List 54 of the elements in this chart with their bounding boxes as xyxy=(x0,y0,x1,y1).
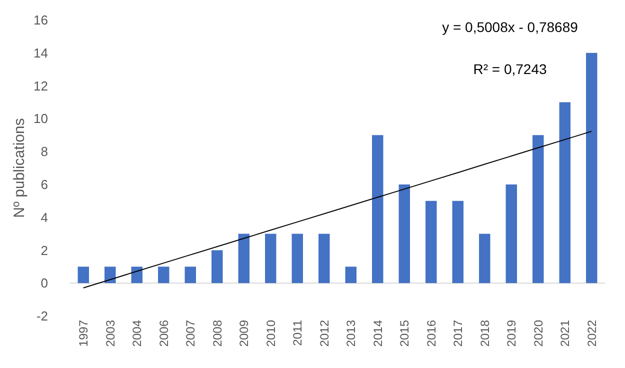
y-tick-label: -2 xyxy=(36,308,48,324)
bar xyxy=(104,266,116,284)
bar xyxy=(78,266,89,284)
x-tick-label: 2011 xyxy=(290,320,305,346)
annotation: y = 0,5008x - 0,78689 xyxy=(442,19,578,35)
y-axis-title: Nº publications xyxy=(11,118,28,218)
bar xyxy=(479,234,490,284)
bar xyxy=(426,200,437,284)
bar xyxy=(586,52,598,284)
x-tick-label: 2017 xyxy=(451,320,466,347)
x-tick-label: 2004 xyxy=(130,320,144,347)
y-tick-label: 2 xyxy=(40,242,48,258)
bar xyxy=(345,266,356,284)
x-tick-label: 2010 xyxy=(264,320,278,347)
bar xyxy=(452,200,464,284)
bar xyxy=(398,184,410,284)
x-tick-label: 2012 xyxy=(317,320,332,347)
bar xyxy=(372,135,384,284)
line-series xyxy=(82,130,592,288)
x-tick-label: 2021 xyxy=(558,320,572,347)
x-tick-label: 2019 xyxy=(504,320,519,347)
x-tick-label: 2013 xyxy=(344,320,358,347)
x-tick-label: 2016 xyxy=(424,320,438,347)
x-tick-label: 2018 xyxy=(478,320,492,347)
bar xyxy=(506,184,517,284)
x-tick-label: 2015 xyxy=(398,320,412,347)
bar xyxy=(292,234,303,284)
bar xyxy=(318,234,330,284)
bar xyxy=(265,234,276,284)
y-tick-label: 4 xyxy=(40,210,48,225)
x-tick-label: 2006 xyxy=(156,320,171,347)
y-tick-label: 10 xyxy=(34,111,48,126)
x-tick-label: 2003 xyxy=(103,320,118,347)
bar xyxy=(158,266,170,284)
annotation: R² = 0,7243 xyxy=(473,61,547,77)
y-tick-label: 14 xyxy=(34,45,48,60)
x-tick-label: 2007 xyxy=(184,320,198,347)
bar xyxy=(559,102,570,284)
x-tick-label: 2022 xyxy=(584,320,599,347)
x-tick-label: 2020 xyxy=(531,320,546,347)
x-tick-label: 2014 xyxy=(370,320,385,347)
x-tick-label: 1997 xyxy=(76,320,91,347)
y-tick-label: 6 xyxy=(40,176,48,192)
bar xyxy=(184,266,196,284)
y-tick-label: 16 xyxy=(34,12,48,28)
bar xyxy=(532,135,544,284)
bar xyxy=(238,234,250,284)
y-tick-label: 0 xyxy=(40,276,48,291)
bar xyxy=(212,250,223,284)
x-tick-label: 2008 xyxy=(210,320,224,347)
x-tick-label: 2009 xyxy=(237,320,252,347)
y-tick-label: 12 xyxy=(34,78,48,94)
bar xyxy=(131,266,142,284)
y-tick-label: 8 xyxy=(40,144,48,160)
